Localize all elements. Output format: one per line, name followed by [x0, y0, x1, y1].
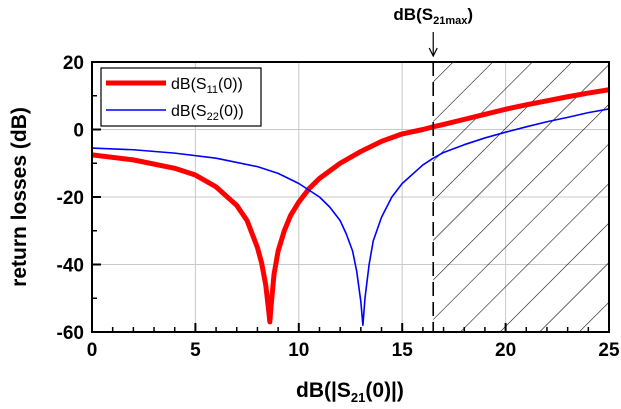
legend-s22-post: (0)) [219, 103, 244, 120]
x-tick-label: 0 [87, 340, 98, 361]
annotation-label-pre: dB(S [393, 5, 433, 24]
legend-s11-pre: dB(S [171, 76, 207, 93]
y-tick-label: 0 [73, 121, 84, 142]
y-tick-label: -40 [57, 256, 84, 277]
legend-label-s22: dB(S22(0)) [171, 103, 244, 123]
legend-s22-sub: 22 [207, 111, 219, 123]
legend-label-s11: dB(S11(0)) [171, 76, 243, 96]
series-line-s11 [92, 87, 609, 325]
legend: dB(S11(0)) dB(S22(0)) [100, 67, 262, 127]
y-tick-label: 20 [63, 53, 84, 74]
y-tick-label: -60 [57, 323, 84, 344]
x-axis-title: dB(|S21(0)|) [296, 379, 404, 405]
annotation-arrow-head [428, 47, 438, 58]
x-axis-title-pre: dB(|S [296, 379, 351, 402]
legend-s11-post: (0)) [218, 76, 243, 93]
legend-s11-sub: 11 [207, 84, 218, 96]
annotation-label-post: ) [467, 5, 473, 24]
legend-box [100, 67, 262, 127]
hatched-region [433, 62, 609, 332]
annotation-label: dB(S21max) [393, 5, 473, 27]
x-tick-label: 25 [598, 340, 620, 361]
annotation-label-sub: 21max [433, 15, 468, 27]
x-tick-label: 5 [190, 340, 201, 361]
y-tick-label: -20 [57, 188, 84, 209]
x-tick-label: 20 [495, 340, 516, 361]
y-axis-title: return losses (dB) [8, 107, 31, 287]
legend-s22-pre: dB(S [171, 103, 207, 120]
x-tick-label: 15 [392, 340, 414, 361]
series-line-s22 [92, 108, 609, 327]
x-axis-title-sub: 21 [351, 390, 365, 405]
x-axis-title-post: (0)|) [365, 379, 404, 402]
x-tick-label: 10 [288, 340, 309, 361]
